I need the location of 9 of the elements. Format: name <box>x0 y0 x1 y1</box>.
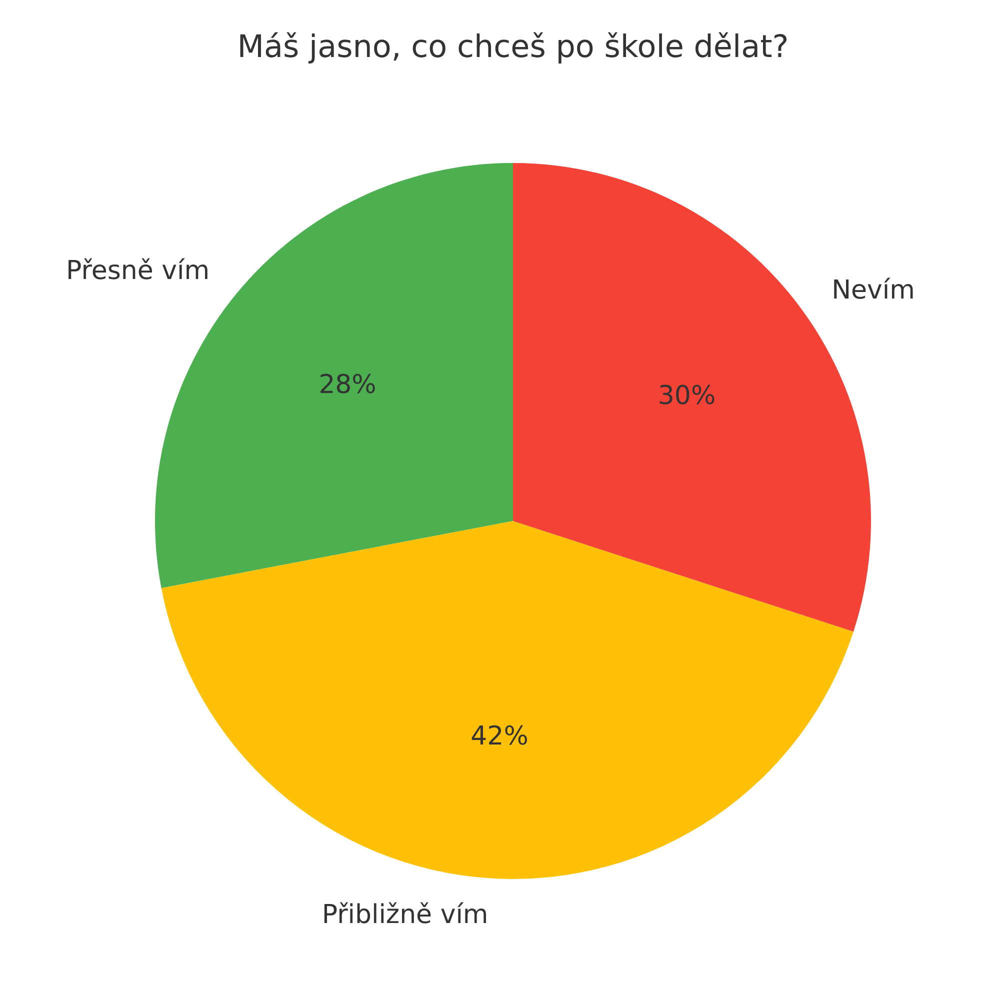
chart-title: Máš jasno, co chceš po škole dělat? <box>237 29 789 65</box>
data-label: 42% <box>470 721 528 752</box>
slice-label: Přibližně vím <box>322 900 488 930</box>
slice-label: Nevím <box>832 276 915 306</box>
pie-slice <box>156 163 513 588</box>
slice-label: Přesně vím <box>66 256 210 286</box>
pie-slice <box>161 521 854 879</box>
data-label: 30% <box>658 380 716 411</box>
data-label: 28% <box>318 370 376 400</box>
